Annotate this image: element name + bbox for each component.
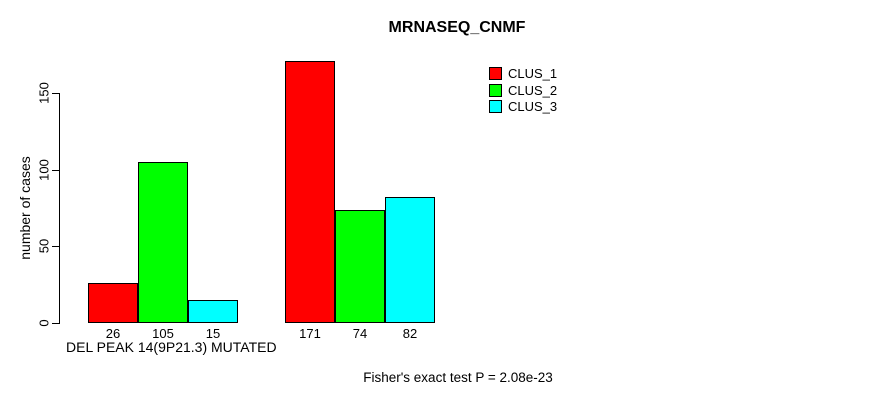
y-axis-line: [59, 93, 60, 324]
chart-title: MRNASEQ_CNMF: [388, 19, 526, 36]
y-axis-tick: [52, 170, 60, 171]
y-axis-tick-label: 50: [36, 238, 52, 254]
y-axis-tick: [52, 323, 60, 324]
y-axis-tick-label: 0: [36, 319, 52, 327]
bar-clus_3-group1: [188, 300, 238, 323]
legend-item-clus_1: CLUS_1: [489, 67, 557, 80]
bar-value-label: 105: [152, 326, 174, 341]
legend-label: CLUS_2: [508, 82, 558, 98]
footnote-fishers-test: Fisher's exact test P = 2.08e-23: [363, 370, 553, 385]
bar-clus_2-group2: [335, 210, 385, 323]
legend: CLUS_1 CLUS_2 CLUS_3: [489, 67, 557, 117]
y-axis-tick-label: 100: [36, 159, 52, 181]
bar-value-label: 26: [105, 326, 121, 341]
bar-clus_3-group2: [385, 197, 435, 323]
legend-item-clus_2: CLUS_2: [489, 82, 558, 98]
bar-value-label: 74: [352, 326, 368, 341]
legend-item-clus_3: CLUS_3: [489, 100, 557, 113]
legend-swatch-clus_1: [489, 67, 502, 80]
legend-swatch-clus_2: [489, 83, 502, 97]
y-axis-tick-label: 150: [36, 82, 52, 104]
y-axis-label: number of cases: [17, 156, 33, 260]
bar-clus_2-group1: [138, 162, 188, 323]
legend-swatch-clus_3: [489, 100, 502, 113]
x-axis-label: DEL PEAK 14(9P21.3) MUTATED: [66, 339, 277, 355]
y-axis-tick: [52, 246, 60, 247]
bar-value-label: 82: [402, 326, 418, 341]
legend-label: CLUS_1: [508, 66, 558, 81]
y-axis-tick: [52, 93, 60, 94]
bar-clus_1-group2: [285, 61, 335, 323]
bar-value-label: 15: [205, 326, 221, 341]
legend-label: CLUS_3: [508, 99, 558, 114]
bar-clus_1-group1: [88, 283, 138, 323]
bar-value-label: 171: [299, 326, 321, 341]
